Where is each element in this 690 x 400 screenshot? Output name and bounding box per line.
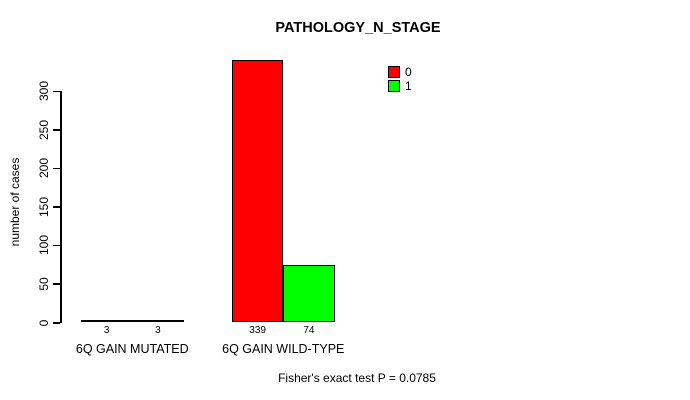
bar-value-label: 3 bbox=[103, 325, 110, 336]
legend-label: 1 bbox=[405, 79, 412, 93]
y-axis-tick bbox=[53, 167, 60, 170]
y-axis-tick-label: 150 bbox=[37, 196, 51, 217]
y-axis-tick-label: 200 bbox=[37, 158, 51, 179]
y-axis-tick-label: 100 bbox=[37, 235, 51, 256]
y-axis-tick bbox=[53, 283, 60, 285]
bar-value-label: 74 bbox=[303, 325, 315, 336]
legend-color-swatch bbox=[388, 66, 400, 78]
y-axis-tick-label: 0 bbox=[37, 319, 51, 326]
x-category-label: 6Q GAIN WILD-TYPE bbox=[222, 342, 345, 356]
legend-item-0: 0 bbox=[388, 66, 412, 78]
legend-color-swatch bbox=[388, 80, 400, 92]
y-axis-tick bbox=[53, 206, 60, 208]
annotation-text: Fisher's exact test P = 0.0785 bbox=[278, 371, 436, 385]
bar-series1-group0 bbox=[132, 319, 184, 322]
y-axis-tick-label: 50 bbox=[37, 277, 51, 291]
y-axis-line bbox=[60, 90, 62, 323]
y-axis-tick bbox=[53, 90, 60, 92]
chart-title: PATHOLOGY_N_STAGE bbox=[275, 20, 441, 36]
y-axis-tick-label: 250 bbox=[37, 119, 51, 140]
bar-series1-group1 bbox=[283, 264, 335, 322]
y-axis-tick-label: 300 bbox=[37, 80, 51, 102]
y-axis-tick bbox=[53, 244, 60, 247]
legend-label: 0 bbox=[405, 65, 412, 79]
bar-value-label: 3 bbox=[155, 325, 161, 336]
bar-series0-group1 bbox=[232, 60, 284, 322]
x-category-label: 6Q GAIN MUTATED bbox=[75, 342, 189, 356]
y-axis-tick bbox=[53, 322, 60, 324]
y-axis-tick bbox=[53, 129, 60, 131]
legend-item-1: 1 bbox=[388, 80, 412, 92]
bar-value-label: 339 bbox=[249, 325, 266, 336]
bar-series0-group0 bbox=[81, 319, 133, 322]
y-axis-label: number of cases bbox=[8, 157, 22, 247]
